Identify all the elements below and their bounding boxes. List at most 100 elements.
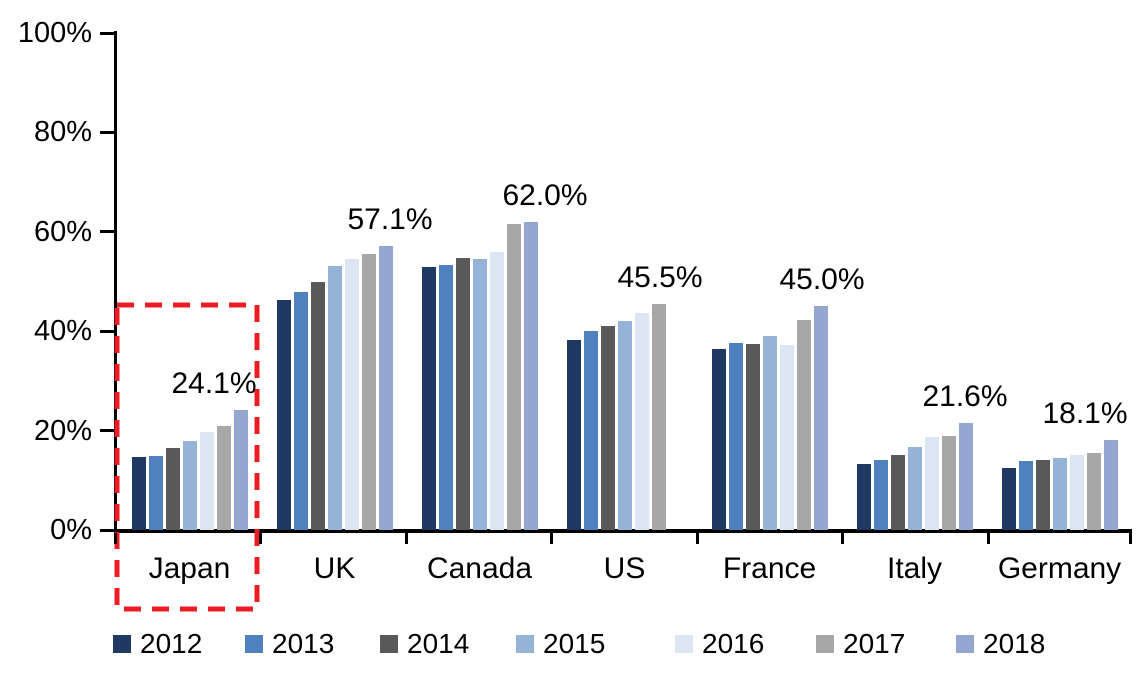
bar-france-2012 [711, 349, 726, 530]
y-axis-tick [100, 130, 114, 134]
category-label-canada: Canada [426, 552, 533, 585]
bar-us-2014 [600, 326, 615, 530]
legend-item-2013: 2013 [245, 630, 334, 658]
bar-germany-2012 [1001, 468, 1016, 530]
y-axis-label: 60% [33, 215, 92, 248]
bar-canada-2012 [421, 267, 436, 530]
x-axis-tick [841, 533, 844, 544]
bar-japan-2018 [233, 410, 248, 530]
bar-france-2013 [728, 343, 743, 530]
bar-canada-2017 [506, 224, 521, 530]
y-axis-line [114, 31, 117, 532]
legend-item-2016: 2016 [675, 630, 764, 658]
data-label-us: 45.5% [617, 261, 703, 294]
y-axis-tick [100, 528, 114, 532]
bar-italy-2015 [907, 447, 922, 530]
bar-japan-2016 [199, 432, 214, 530]
x-axis-tick [1129, 533, 1132, 544]
bar-italy-2017 [941, 436, 956, 530]
bar-group-us [552, 33, 697, 530]
category-label-uk: UK [313, 552, 356, 585]
bar-uk-2013 [293, 292, 308, 530]
data-label-canada: 62.0% [502, 179, 588, 212]
legend-swatch-2015 [516, 635, 534, 653]
legend-item-2015: 2015 [516, 630, 605, 658]
y-axis-tick [100, 230, 114, 234]
bar-germany-2013 [1018, 461, 1033, 530]
bar-group-canada [407, 33, 552, 530]
bar-uk-2012 [276, 300, 291, 530]
x-axis-tick [550, 533, 553, 544]
category-label-germany: Germany [997, 552, 1122, 585]
legend-label-2018: 2018 [983, 628, 1046, 659]
legend-swatch-2016 [675, 635, 693, 653]
bar-uk-2016 [344, 259, 359, 530]
bar-japan-2012 [131, 457, 146, 530]
bar-uk-2018 [378, 246, 393, 530]
x-axis-line [114, 529, 1132, 533]
bar-uk-2015 [327, 266, 342, 530]
bar-japan-2017 [216, 426, 231, 530]
legend-label-2017: 2017 [843, 628, 906, 659]
category-label-italy: Italy [886, 552, 943, 585]
bar-group-germany [987, 33, 1132, 530]
bar-italy-2014 [890, 455, 905, 530]
bar-canada-2015 [472, 259, 487, 530]
x-axis-tick [405, 533, 408, 544]
category-label-japan: Japan [148, 552, 231, 585]
bar-germany-2014 [1035, 460, 1050, 530]
bar-us-2017 [651, 304, 666, 530]
bar-japan-2015 [182, 441, 197, 530]
bar-group-france [697, 33, 842, 530]
bar-france-2016 [779, 345, 794, 530]
bar-italy-2018 [958, 423, 973, 530]
legend-label-2015: 2015 [543, 628, 606, 659]
bar-japan-2014 [165, 448, 180, 530]
legend-item-2018: 2018 [956, 630, 1045, 658]
bar-germany-2017 [1086, 453, 1101, 530]
data-label-france: 45.0% [779, 263, 865, 296]
bar-japan-2013 [148, 456, 163, 530]
bar-italy-2016 [924, 437, 939, 530]
x-axis-tick [114, 533, 117, 544]
bar-canada-2014 [455, 258, 470, 530]
y-axis-label: 40% [33, 315, 92, 348]
legend-label-2012: 2012 [140, 628, 203, 659]
bar-group-uk [262, 33, 407, 530]
data-label-uk: 57.1% [347, 203, 433, 236]
legend-swatch-2014 [380, 635, 398, 653]
y-axis-label: 100% [17, 17, 92, 49]
legend-label-2014: 2014 [407, 628, 470, 659]
legend-label-2016: 2016 [702, 628, 765, 659]
y-axis-tick [100, 329, 114, 333]
x-axis-tick [259, 533, 262, 544]
data-label-japan: 24.1% [171, 367, 257, 400]
bar-germany-2018 [1103, 440, 1118, 530]
y-axis-label: 0% [50, 514, 92, 546]
bar-us-2013 [583, 331, 598, 530]
bar-germany-2016 [1069, 455, 1084, 530]
legend-item-2014: 2014 [380, 630, 469, 658]
bar-italy-2012 [856, 464, 871, 530]
bar-france-2014 [745, 344, 760, 530]
bar-italy-2013 [873, 460, 888, 530]
bar-canada-2013 [438, 265, 453, 530]
legend-swatch-2018 [956, 635, 974, 653]
bar-canada-2018 [523, 222, 538, 530]
y-axis-tick [100, 429, 114, 433]
legend-item-2012: 2012 [113, 630, 202, 658]
legend-swatch-2017 [816, 635, 834, 653]
bar-canada-2016 [489, 252, 504, 530]
y-axis-label: 20% [33, 414, 92, 447]
bar-group-japan [117, 33, 262, 530]
bar-france-2015 [762, 336, 777, 530]
legend-label-2013: 2013 [272, 628, 335, 659]
bar-us-2012 [566, 340, 581, 530]
bar-france-2018 [813, 306, 828, 530]
y-axis-tick [100, 31, 114, 35]
bar-france-2017 [796, 320, 811, 530]
bar-germany-2015 [1052, 458, 1067, 530]
data-label-germany: 18.1% [1042, 397, 1128, 430]
bar-uk-2017 [361, 254, 376, 530]
